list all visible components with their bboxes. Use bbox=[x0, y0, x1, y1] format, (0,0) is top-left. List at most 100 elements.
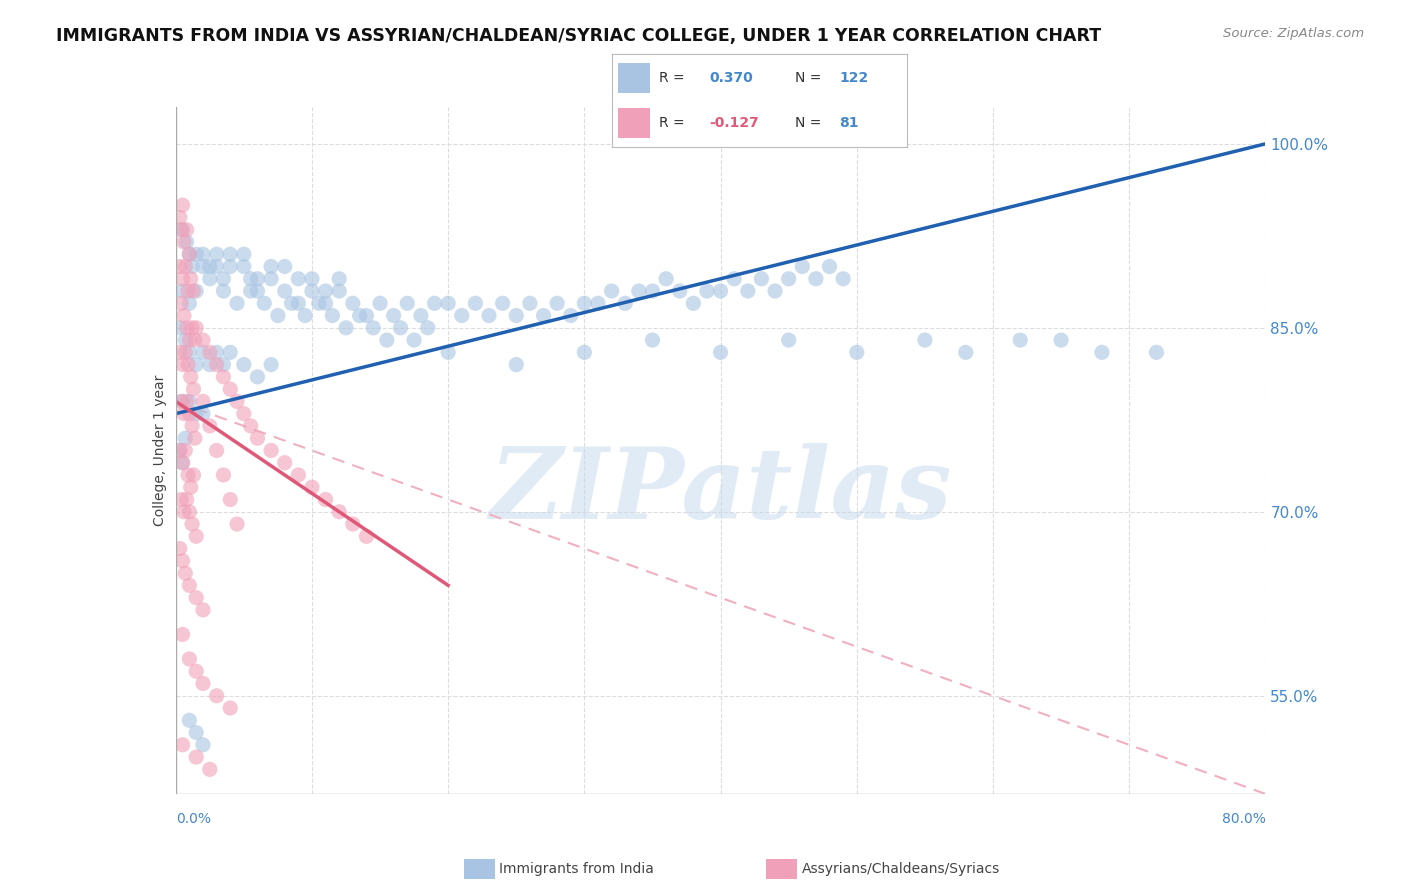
Point bbox=[246, 431, 269, 445]
Point bbox=[301, 284, 323, 298]
Text: 122: 122 bbox=[839, 70, 869, 85]
Point bbox=[174, 431, 197, 445]
Point bbox=[186, 284, 208, 298]
Point bbox=[170, 394, 193, 409]
Point bbox=[342, 296, 364, 310]
Text: ZIPatlas: ZIPatlas bbox=[489, 443, 952, 540]
Point bbox=[219, 492, 242, 507]
Point bbox=[173, 407, 195, 421]
Point bbox=[710, 345, 733, 359]
Point bbox=[205, 689, 228, 703]
Point bbox=[267, 309, 290, 323]
Point bbox=[186, 750, 208, 764]
Point bbox=[1010, 333, 1032, 347]
Point bbox=[169, 541, 191, 556]
Point bbox=[186, 320, 208, 334]
Point bbox=[212, 369, 235, 384]
Text: R =: R = bbox=[659, 70, 685, 85]
Text: Immigrants from India: Immigrants from India bbox=[499, 862, 654, 876]
Point bbox=[198, 762, 221, 776]
Point bbox=[274, 260, 297, 274]
Point bbox=[232, 260, 254, 274]
Point bbox=[574, 345, 596, 359]
Point bbox=[655, 271, 678, 285]
Point bbox=[404, 333, 426, 347]
Point bbox=[191, 407, 214, 421]
Point bbox=[301, 480, 323, 494]
Point bbox=[260, 271, 283, 285]
Point bbox=[301, 271, 323, 285]
Point bbox=[183, 382, 205, 396]
Point bbox=[533, 309, 555, 323]
Point bbox=[600, 284, 623, 298]
Point bbox=[315, 284, 337, 298]
Point bbox=[260, 443, 283, 458]
Point bbox=[287, 271, 309, 285]
Point bbox=[492, 296, 515, 310]
Point bbox=[170, 296, 193, 310]
Point bbox=[409, 309, 432, 323]
Point bbox=[356, 529, 378, 543]
Point bbox=[763, 284, 786, 298]
Point bbox=[342, 516, 364, 531]
Point bbox=[179, 652, 201, 666]
Point bbox=[1146, 345, 1168, 359]
Point bbox=[205, 260, 228, 274]
Text: Assyrians/Chaldeans/Syriacs: Assyrians/Chaldeans/Syriacs bbox=[801, 862, 1000, 876]
Point bbox=[172, 198, 194, 212]
Point bbox=[180, 369, 202, 384]
Point bbox=[176, 394, 198, 409]
Point bbox=[219, 382, 242, 396]
Point bbox=[191, 345, 214, 359]
Point bbox=[751, 271, 773, 285]
Point bbox=[368, 296, 391, 310]
Point bbox=[226, 296, 249, 310]
Point bbox=[169, 260, 191, 274]
Point bbox=[205, 443, 228, 458]
Point bbox=[778, 333, 800, 347]
Point bbox=[184, 431, 207, 445]
Point bbox=[246, 271, 269, 285]
Point bbox=[191, 603, 214, 617]
Point bbox=[845, 345, 868, 359]
Point bbox=[239, 271, 262, 285]
Point bbox=[308, 296, 330, 310]
Point bbox=[179, 394, 201, 409]
Point bbox=[668, 284, 690, 298]
Point bbox=[804, 271, 827, 285]
Point bbox=[176, 492, 198, 507]
Point bbox=[172, 456, 194, 470]
Point bbox=[437, 296, 460, 310]
Point bbox=[219, 701, 242, 715]
Point bbox=[246, 369, 269, 384]
Point bbox=[179, 247, 201, 261]
Point bbox=[198, 418, 221, 433]
Text: -0.127: -0.127 bbox=[709, 116, 759, 130]
Point bbox=[239, 284, 262, 298]
Point bbox=[260, 358, 283, 372]
Point bbox=[186, 407, 208, 421]
Text: 0.0%: 0.0% bbox=[176, 813, 211, 826]
Point bbox=[186, 725, 208, 739]
Point bbox=[181, 260, 204, 274]
Point bbox=[186, 664, 208, 678]
FancyBboxPatch shape bbox=[617, 108, 650, 138]
Point bbox=[361, 320, 384, 334]
Point bbox=[226, 516, 249, 531]
Point bbox=[546, 296, 568, 310]
Point bbox=[818, 260, 841, 274]
Point bbox=[179, 345, 201, 359]
Point bbox=[737, 284, 759, 298]
FancyBboxPatch shape bbox=[617, 63, 650, 93]
Point bbox=[174, 566, 197, 580]
Point bbox=[505, 309, 527, 323]
Point bbox=[186, 247, 208, 261]
Point bbox=[505, 358, 527, 372]
Point bbox=[174, 345, 197, 359]
Point bbox=[641, 284, 664, 298]
Point bbox=[169, 211, 191, 225]
Point bbox=[328, 284, 350, 298]
Point bbox=[198, 271, 221, 285]
Point bbox=[179, 296, 201, 310]
Point bbox=[641, 333, 664, 347]
